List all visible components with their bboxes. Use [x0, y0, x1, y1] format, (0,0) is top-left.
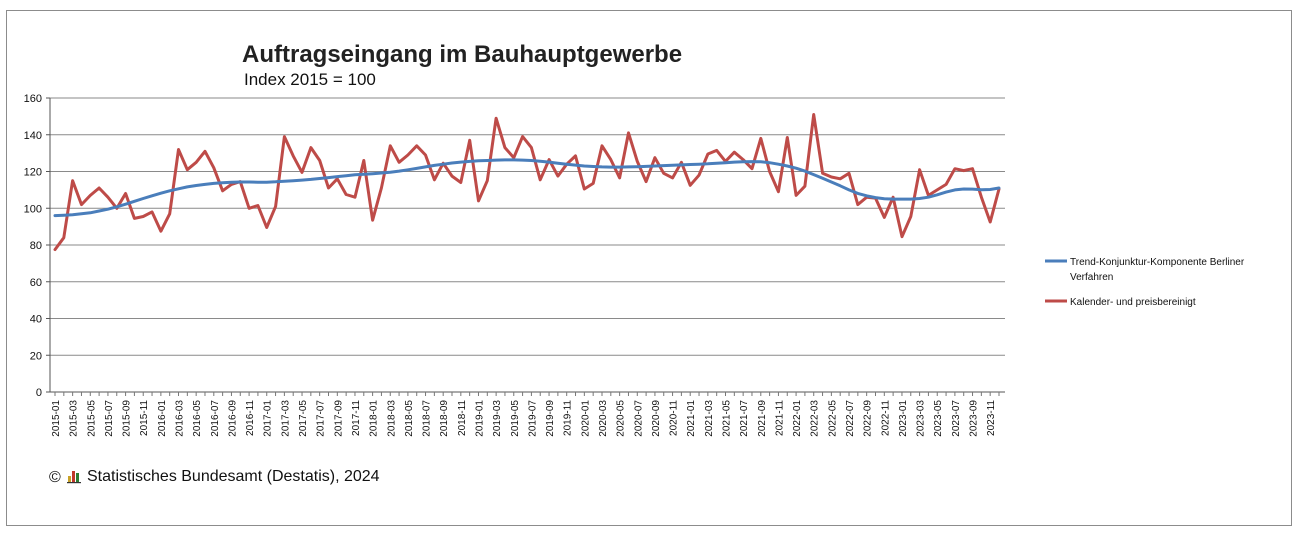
x-tick-label: 2021-11 — [774, 400, 785, 436]
y-axis: 0 20 40 60 80 100 120 140 160 — [24, 93, 51, 399]
source-text: Statistisches Bundesamt (Destatis), 2024 — [87, 468, 380, 485]
x-tick-label: 2020-11 — [669, 400, 680, 436]
chart-subtitle: Index 2015 = 100 — [244, 70, 376, 89]
x-tick-label: 2017-07 — [316, 400, 327, 437]
x-tick-label: 2015-07 — [104, 400, 115, 437]
legend-label: Kalender- und preisbereinigt — [1070, 297, 1196, 308]
x-tick-label: 2019-03 — [492, 400, 503, 437]
x-axis: 2015-01 2015-03 2015-05 2015-07 2015-09 2015-… — [50, 391, 1005, 437]
legend-label-line: Verfahren — [1070, 272, 1113, 283]
x-tick-label: 2023-01 — [898, 400, 909, 437]
logo-baseline — [67, 482, 81, 484]
y-tick-label: 0 — [36, 387, 42, 399]
x-tick-label: 2023-05 — [933, 400, 944, 437]
y-tick-label: 80 — [30, 240, 42, 252]
chart-title: Auftragseingang im Bauhauptgewerbe — [242, 41, 682, 68]
x-tick-label: 2015-11 — [139, 400, 150, 436]
legend-label: Trend-Konjunktur-Komponente Berliner Verf… — [1070, 257, 1245, 283]
x-tick-label: 2015-09 — [122, 400, 133, 437]
x-tick-label: 2020-01 — [580, 400, 591, 437]
x-tick-label: 2018-01 — [369, 400, 380, 437]
y-tick-label: 100 — [24, 203, 42, 215]
x-tick-label: 2022-07 — [845, 400, 856, 437]
legend: Trend-Konjunktur-Komponente Berliner Verf… — [1045, 257, 1245, 308]
x-tick-label: 2015-05 — [86, 400, 97, 437]
x-tick-label: 2021-03 — [704, 400, 715, 437]
chart-frame — [6, 10, 1292, 526]
x-tick-label: 2018-03 — [386, 400, 397, 437]
y-tick-label: 120 — [24, 167, 42, 179]
logo-bar — [76, 473, 79, 482]
x-tick-label: 2019-09 — [545, 400, 556, 437]
source-note: © Statistisches Bundesamt (Destatis), 20… — [49, 468, 380, 486]
x-tick-label: 2017-01 — [263, 400, 274, 437]
x-tick-label: 2021-07 — [739, 400, 750, 437]
x-tick-label: 2021-09 — [757, 400, 768, 437]
x-tick-label: 2015-03 — [69, 400, 80, 437]
series-line-trend — [53, 158, 1001, 218]
x-tick-label: 2018-09 — [439, 400, 450, 437]
gridlines — [50, 97, 1005, 356]
x-tick-label: 2017-05 — [298, 400, 309, 437]
y-tick-label: 40 — [30, 314, 42, 326]
x-tick-label: 2020-07 — [633, 400, 644, 437]
x-tick-label: 2016-09 — [227, 400, 238, 437]
x-tick-label: 2017-03 — [280, 400, 291, 437]
x-tick-label: 2018-07 — [422, 400, 433, 437]
x-tick-label: 2020-03 — [598, 400, 609, 437]
x-tick-label: 2016-07 — [210, 400, 221, 437]
x-tick-label: 2016-05 — [192, 400, 203, 437]
plot-area — [53, 113, 1001, 252]
y-tick-label: 140 — [24, 130, 42, 142]
y-tick-label: 60 — [30, 277, 42, 289]
x-tick-label: 2020-09 — [651, 400, 662, 437]
x-tick-label: 2015-01 — [51, 400, 62, 437]
x-tick-label: 2019-05 — [510, 400, 521, 437]
destatis-logo-icon — [67, 471, 81, 484]
x-tick-label: 2016-11 — [245, 400, 256, 436]
x-tick-label: 2022-01 — [792, 400, 803, 437]
x-tick-label: 2017-09 — [333, 400, 344, 437]
x-tick-label: 2022-05 — [827, 400, 838, 437]
logo-bar — [68, 476, 71, 482]
series-line-calendar-adjusted — [53, 113, 1001, 252]
x-tick-label: 2023-09 — [969, 400, 980, 437]
legend-label-line: Trend-Konjunktur-Komponente Berliner — [1070, 257, 1245, 268]
x-tick-label: 2022-03 — [810, 400, 821, 437]
x-tick-label: 2019-01 — [474, 400, 485, 437]
x-tick-label: 2023-03 — [916, 400, 927, 437]
logo-bar — [72, 471, 75, 482]
x-tick-label: 2023-07 — [951, 400, 962, 437]
x-tick-label: 2018-11 — [457, 400, 468, 436]
x-tick-label: 2022-09 — [863, 400, 874, 437]
x-tick-label: 2022-11 — [880, 400, 891, 436]
y-tick-label: 160 — [24, 93, 42, 105]
x-tick-label: 2019-11 — [563, 400, 574, 436]
x-tick-label: 2016-01 — [157, 400, 168, 437]
x-tick-label: 2017-11 — [351, 400, 362, 436]
x-tick-label: 2016-03 — [175, 400, 186, 437]
y-tick-label: 20 — [30, 350, 42, 362]
x-tick-label: 2021-05 — [722, 400, 733, 437]
x-tick-label: 2019-07 — [527, 400, 538, 437]
x-tick-label: 2021-01 — [686, 400, 697, 437]
x-tick-label: 2018-05 — [404, 400, 415, 437]
copyright-icon: © — [49, 469, 61, 486]
x-tick-label: 2023-11 — [986, 400, 997, 436]
x-tick-label: 2020-05 — [616, 400, 627, 437]
